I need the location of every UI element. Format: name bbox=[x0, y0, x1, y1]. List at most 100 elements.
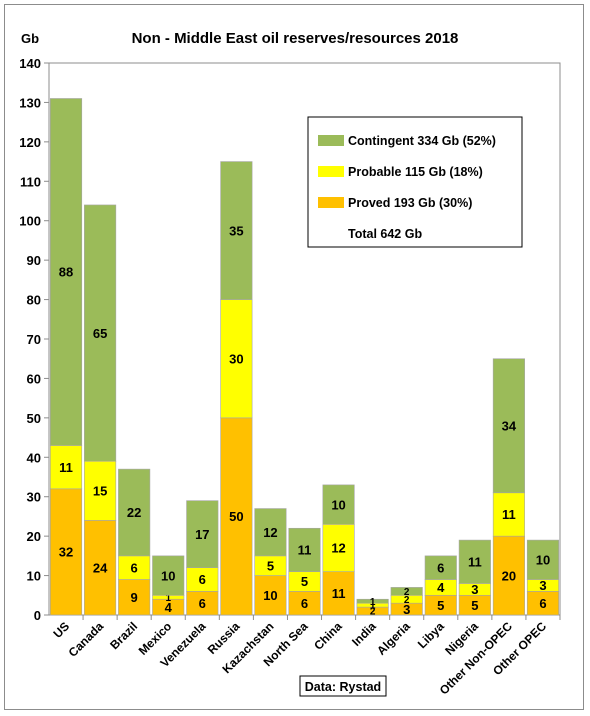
data-label: 12 bbox=[331, 541, 345, 556]
data-label: 3 bbox=[539, 578, 546, 593]
data-label: 1 bbox=[165, 593, 171, 604]
bar-segment bbox=[118, 579, 151, 616]
data-label: 10 bbox=[263, 588, 277, 603]
bar-segment bbox=[424, 555, 457, 580]
bar-segment bbox=[186, 500, 219, 568]
data-label: 10 bbox=[161, 568, 175, 583]
bar-segment bbox=[220, 417, 253, 616]
bar-segment bbox=[118, 468, 151, 557]
data-label: 5 bbox=[437, 598, 444, 613]
bar-segment bbox=[390, 587, 423, 596]
x-tick-label: US bbox=[50, 619, 72, 641]
bar-segment bbox=[220, 299, 253, 419]
data-label: 50 bbox=[229, 509, 243, 524]
data-label: 1 bbox=[370, 601, 376, 612]
data-label: 20 bbox=[502, 568, 516, 583]
data-label: 9 bbox=[131, 590, 138, 605]
x-tick-label: Algeria bbox=[374, 619, 413, 658]
y-tick-label: 80 bbox=[27, 293, 41, 308]
data-label: 6 bbox=[199, 596, 206, 611]
data-label: 5 bbox=[267, 558, 274, 573]
legend-swatch bbox=[318, 166, 344, 177]
bar-segment bbox=[526, 539, 560, 580]
data-label: 4 bbox=[437, 580, 445, 595]
bar-segment bbox=[84, 520, 117, 616]
bar-segment bbox=[322, 484, 355, 525]
data-label: 32 bbox=[59, 545, 73, 560]
bar-segment bbox=[458, 539, 491, 584]
legend-entry: Contingent 334 Gb (52%) bbox=[348, 134, 496, 148]
source-note: Data: Rystad bbox=[305, 680, 381, 694]
legend-swatch bbox=[318, 135, 344, 146]
data-label: 4 bbox=[165, 600, 173, 615]
data-label: 11 bbox=[59, 460, 73, 475]
bar-segment bbox=[356, 598, 389, 604]
legend-box bbox=[307, 116, 523, 248]
data-label: 11 bbox=[468, 554, 482, 569]
bar-segment bbox=[220, 161, 253, 300]
y-tick-label: 10 bbox=[27, 569, 41, 584]
y-tick-label: 0 bbox=[34, 608, 41, 623]
y-tick-label: 40 bbox=[27, 450, 41, 465]
legend-total: Total 642 Gb bbox=[348, 227, 422, 241]
data-label: 3 bbox=[471, 582, 478, 597]
data-label: 1 bbox=[370, 597, 376, 608]
y-tick-label: 100 bbox=[19, 214, 41, 229]
data-label: 22 bbox=[127, 505, 141, 520]
bar-segment bbox=[254, 575, 287, 616]
data-label: 65 bbox=[93, 326, 107, 341]
y-tick-label: 90 bbox=[27, 253, 41, 268]
data-label: 30 bbox=[229, 351, 243, 366]
y-tick-label: 20 bbox=[27, 529, 41, 544]
x-tick-label: Canada bbox=[66, 619, 107, 660]
data-label: 12 bbox=[263, 525, 277, 540]
data-label: 88 bbox=[59, 265, 73, 280]
bar-segment bbox=[49, 445, 83, 490]
y-tick-label: 130 bbox=[19, 95, 41, 110]
x-tick-label: India bbox=[349, 619, 379, 649]
bar-segment bbox=[254, 508, 287, 557]
y-tick-label: 110 bbox=[20, 174, 41, 189]
bar-segment bbox=[492, 492, 525, 537]
bar-segment bbox=[288, 527, 321, 572]
y-axis-label: Gb bbox=[21, 31, 39, 46]
data-label: 3 bbox=[403, 602, 410, 617]
data-label: 2 bbox=[404, 587, 410, 598]
data-label: 6 bbox=[131, 560, 138, 575]
data-label: 6 bbox=[301, 596, 308, 611]
data-label: 6 bbox=[199, 572, 206, 587]
data-label: 24 bbox=[93, 560, 108, 575]
chart-title: Non - Middle East oil reserves/resources… bbox=[132, 30, 459, 47]
bar-segment bbox=[492, 358, 525, 494]
bar-segment bbox=[492, 535, 525, 616]
data-label: 17 bbox=[195, 527, 209, 542]
data-label: 11 bbox=[502, 507, 516, 522]
bar-segment bbox=[84, 204, 117, 462]
bar-segment bbox=[49, 98, 83, 446]
data-label: 10 bbox=[536, 552, 550, 567]
y-tick-label: 60 bbox=[27, 371, 41, 386]
x-tick-label: Libya bbox=[415, 619, 447, 651]
bar-segment bbox=[49, 488, 83, 616]
y-tick-label: 70 bbox=[27, 332, 41, 347]
y-tick-label: 50 bbox=[27, 411, 41, 426]
bar-segment bbox=[152, 555, 185, 596]
y-tick-label: 140 bbox=[19, 56, 41, 71]
bar-segment bbox=[322, 524, 355, 572]
data-label: 11 bbox=[298, 543, 312, 558]
source-box bbox=[299, 675, 387, 697]
data-label: 11 bbox=[332, 586, 346, 601]
data-label: 6 bbox=[437, 560, 444, 575]
legend-entry: Proved 193 Gb (30%) bbox=[348, 196, 472, 210]
data-label: 5 bbox=[471, 598, 478, 613]
data-label: 6 bbox=[539, 596, 546, 611]
data-label: 2 bbox=[370, 607, 376, 618]
legend-swatch bbox=[318, 197, 344, 208]
data-label: 15 bbox=[93, 483, 107, 498]
y-tick-label: 120 bbox=[19, 135, 41, 150]
data-label: 10 bbox=[331, 497, 345, 512]
x-tick-label: China bbox=[311, 619, 345, 653]
data-label: 2 bbox=[404, 595, 410, 606]
y-tick-label: 30 bbox=[27, 490, 41, 505]
